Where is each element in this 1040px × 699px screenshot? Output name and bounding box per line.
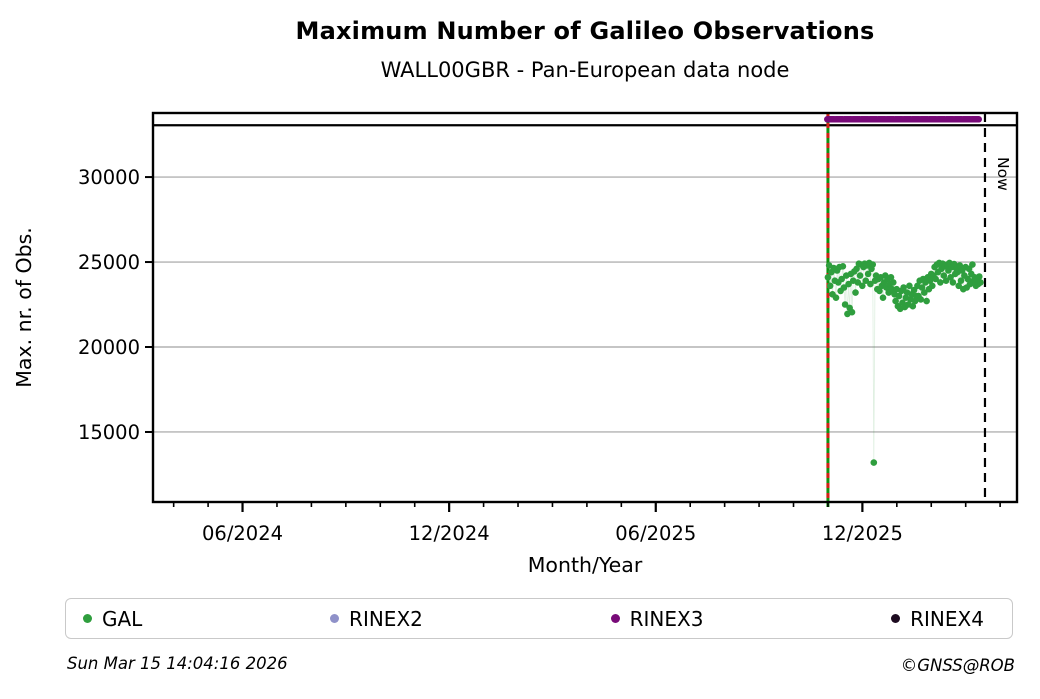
gal-data-point xyxy=(955,282,962,290)
page-title: Maximum Number of Galileo Observations xyxy=(295,17,875,45)
gal-data-point xyxy=(947,274,954,281)
gal-data-point xyxy=(832,294,840,302)
gal-data-point xyxy=(890,279,897,286)
x-tick-label: 12/2024 xyxy=(409,522,490,545)
gal-data-point xyxy=(942,277,950,285)
gal-data-point xyxy=(929,282,936,290)
gal-data-point xyxy=(867,280,874,288)
credit-text: ©GNSS@ROB xyxy=(900,656,1015,675)
gal-data-point xyxy=(923,297,930,305)
gal-data-point xyxy=(918,284,926,291)
x-tick-label: 12/2025 xyxy=(822,522,903,545)
gal-data-point xyxy=(838,275,845,283)
chart-canvas: 15000 20000 25000 30000 06/2024 12/2024 06/202… xyxy=(12,111,1019,577)
gal-data-point xyxy=(949,279,957,286)
gal-data-point xyxy=(839,263,847,270)
gal-data-point xyxy=(862,277,870,285)
legend-item-gal: GAL xyxy=(83,607,142,631)
legend-label-rinex2: RINEX2 xyxy=(349,606,423,631)
gal-data-point xyxy=(940,272,948,279)
legend-label-rinex3: RINEX3 xyxy=(629,606,704,631)
timestamp-text: Sun Mar 15 14:04:16 2026 xyxy=(67,654,288,673)
gal-data-point xyxy=(869,261,876,268)
gal-data-point xyxy=(957,277,965,285)
y-tick-label: 15000 xyxy=(78,421,140,444)
gal-marker-icon xyxy=(83,614,92,623)
gal-data-point xyxy=(854,279,862,286)
y-axis-label: Max. nr. of Obs. xyxy=(12,227,36,388)
gal-data-point xyxy=(845,280,852,288)
gal-data-point xyxy=(824,274,832,281)
gal-data-point xyxy=(917,296,925,303)
gal-data-point xyxy=(848,308,856,316)
gal-data-point xyxy=(911,297,919,305)
gal-data-point xyxy=(969,261,976,268)
legend: GAL RINEX2 RINEX3 RINEX4 xyxy=(65,598,1013,639)
page-subtitle: WALL00GBR - Pan-European data node xyxy=(380,58,790,82)
gal-data-point xyxy=(909,302,917,310)
gal-data-point xyxy=(876,287,883,295)
rinex2-marker-icon xyxy=(330,614,340,623)
gal-data-point xyxy=(956,262,964,269)
gal-data-point xyxy=(841,301,849,308)
y-tick-label: 20000 xyxy=(78,336,140,359)
gal-data-point xyxy=(887,274,895,281)
gal-data-point xyxy=(906,282,913,290)
gal-data-point xyxy=(879,294,887,302)
legend-item-rinex3: RINEX3 xyxy=(610,606,704,631)
rinex4-marker-icon xyxy=(891,614,901,623)
gal-data-point xyxy=(900,284,907,291)
y-tick-label: 25000 xyxy=(78,251,140,274)
x-axis-label: Month/Year xyxy=(528,553,643,577)
gal-data-point xyxy=(895,292,903,300)
x-tick-label: 06/2024 xyxy=(202,522,283,545)
gal-data-point xyxy=(937,279,944,286)
gal-data-point xyxy=(864,270,872,278)
gal-data-point xyxy=(853,265,860,273)
gal-data-point xyxy=(826,282,834,290)
gal-data-point xyxy=(856,272,864,279)
gal-data-point xyxy=(977,279,984,286)
now-label: Now xyxy=(994,157,1012,191)
gal-data-point xyxy=(892,297,899,305)
gal-data-point xyxy=(840,284,848,291)
gal-data-point xyxy=(859,282,866,290)
gal-data-point xyxy=(852,289,859,296)
gal-data-point xyxy=(921,289,928,296)
legend-item-rinex2: RINEX2 xyxy=(330,607,423,631)
gal-data-point xyxy=(870,459,878,466)
gal-data-point xyxy=(932,275,939,283)
x-tick-label: 06/2025 xyxy=(615,522,696,545)
legend-item-rinex4: RINEX4 xyxy=(891,607,984,631)
legend-label-gal: GAL xyxy=(102,606,143,631)
rinex3-marker-icon xyxy=(610,614,620,623)
y-tick-label: 30000 xyxy=(78,166,140,189)
gal-data-point xyxy=(976,273,983,280)
gal-data-point xyxy=(964,275,972,283)
legend-label-rinex4: RINEX4 xyxy=(910,606,984,631)
plot-frame xyxy=(151,111,1019,504)
gal-data-point xyxy=(926,277,934,285)
